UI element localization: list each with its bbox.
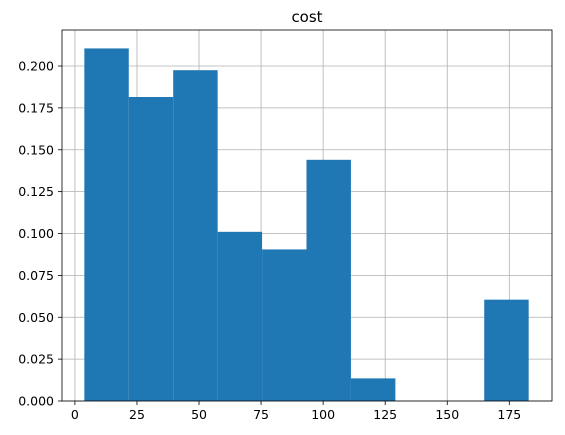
- axes-frame: [61, 29, 553, 402]
- histogram-bar: [128, 96, 174, 401]
- histogram-bar: [173, 70, 218, 402]
- y-axis-ticks: 0.000 0.025 0.050 0.075 0.100 0.125 0.150 0.175…: [18, 59, 62, 409]
- chart-title: cost: [291, 8, 322, 26]
- y-tick-label: 0.075: [18, 268, 54, 283]
- y-tick-label: 0.175: [18, 100, 54, 115]
- histogram-bar: [262, 249, 307, 401]
- histogram-bar: [484, 299, 529, 401]
- y-tick-label: 0.125: [18, 184, 54, 199]
- y-tick-label: 0.000: [18, 394, 54, 409]
- y-tick-label: 0.025: [18, 352, 54, 367]
- x-tick-label: 100: [311, 407, 335, 422]
- y-tick-label: 0.200: [18, 59, 54, 74]
- histogram-bar: [350, 378, 396, 401]
- x-tick-label: 150: [435, 407, 459, 422]
- x-axis-ticks: 0 25 50 75 100 125 150 175: [71, 401, 521, 422]
- y-tick-label: 0.100: [18, 226, 54, 241]
- x-tick-label: 175: [497, 407, 521, 422]
- histogram-bar: [217, 231, 263, 401]
- x-tick-label: 125: [373, 407, 397, 422]
- x-tick-label: 25: [129, 407, 145, 422]
- x-tick-label: 0: [71, 407, 79, 422]
- histogram-bar: [306, 159, 351, 401]
- x-tick-label: 75: [253, 407, 269, 422]
- histogram-bar: [84, 48, 129, 401]
- bars-layer: [84, 48, 529, 402]
- y-tick-label: 0.150: [18, 142, 54, 157]
- x-tick-label: 50: [191, 407, 207, 422]
- y-tick-label: 0.050: [18, 310, 54, 325]
- axes-layer: [61, 29, 553, 402]
